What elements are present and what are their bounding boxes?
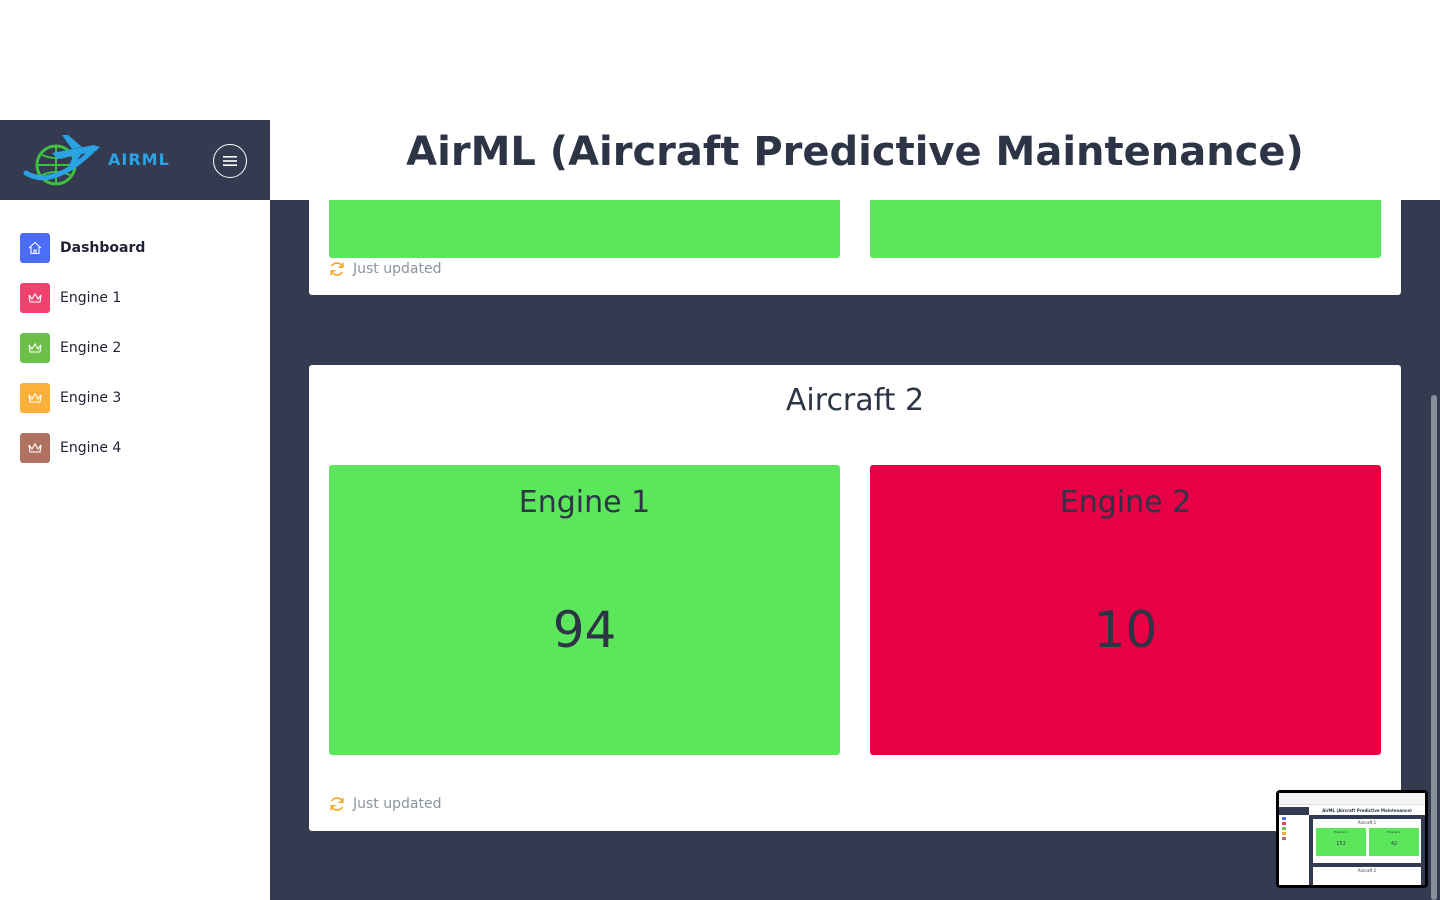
thumbnail-main: Aircraft 1 Engine 1 152 Engine 2 42 Airc… [1309,815,1425,885]
top-blank-band [0,0,1440,120]
page-thumbnail-preview[interactable]: AirML (Aircraft Predictive Maintenance) … [1276,790,1428,888]
aircraft-title: Aircraft 2 [785,383,925,418]
engine-1-tile[interactable]: Engine 1 94 [329,465,840,755]
update-status-text: Just updated [353,261,442,277]
sidebar-item-dashboard[interactable]: Dashboard [20,233,145,263]
engine-value: 10 [1093,601,1158,659]
airml-logo-icon [23,135,100,186]
engine-tile-partial[interactable] [329,200,840,258]
thumbnail-sidebar [1282,817,1288,845]
aircraft-card-partial: Just updated [309,200,1401,295]
sidebar-item-engine-4[interactable]: Engine 4 [20,433,121,463]
thumbnail-engine-tile: Engine 1 152 [1316,828,1366,856]
brand-bar: AIRML [0,120,270,200]
update-status-text: Just updated [353,796,442,812]
hamburger-icon [223,156,237,166]
sidebar-item-engine-3[interactable]: Engine 3 [20,383,121,413]
menu-toggle-button[interactable] [213,144,247,178]
crown-icon [20,333,50,363]
thumbnail-engine-value: 152 [1336,841,1346,847]
engine-name: Engine 2 [1059,485,1192,520]
engine-name: Engine 1 [518,485,651,520]
sidebar-item-label: Dashboard [60,240,146,256]
thumbnail-browser-bar [1279,793,1425,805]
update-status: Just updated [329,796,441,812]
sidebar-item-engine-1[interactable]: Engine 1 [20,283,121,313]
crown-icon [20,283,50,313]
refresh-icon [330,797,344,811]
thumbnail-engine-value: 42 [1390,841,1398,847]
sidebar: Dashboard Engine 1 Engine 2 Engine 3 Eng… [0,200,270,900]
sidebar-item-label: Engine 4 [60,440,122,456]
engine-tile-partial[interactable] [870,200,1381,258]
page-title: AirML (Aircraft Predictive Maintenance) [406,129,1304,175]
thumbnail-title: AirML (Aircraft Predictive Maintenance) [1322,808,1412,813]
scrollbar-thumb[interactable] [1431,395,1437,900]
engine-value: 94 [552,601,617,659]
sidebar-item-label: Engine 3 [60,390,122,406]
page-header: AirML (Aircraft Predictive Maintenance) [270,120,1440,200]
thumbnail-brand-bar [1279,807,1309,815]
refresh-icon [330,262,344,276]
thumbnail-card: Aircraft 1 Engine 1 152 Engine 2 42 [1313,819,1421,863]
thumbnail-engine-tile: Engine 2 42 [1369,828,1419,856]
home-icon [20,233,50,263]
crown-icon [20,433,50,463]
sidebar-item-label: Engine 2 [60,340,122,356]
crown-icon [20,383,50,413]
sidebar-item-label: Engine 1 [60,290,122,306]
aircraft-2-card: Aircraft 2 Engine 1 94 Engine 2 10 Just … [309,365,1401,831]
main-content[interactable]: Just updated Aircraft 2 Engine 1 94 Engi… [270,200,1428,900]
thumbnail-engine-name: Engine 2 [1387,830,1401,834]
sidebar-item-engine-2[interactable]: Engine 2 [20,333,121,363]
thumbnail-card-2: Aircraft 2 [1313,867,1421,885]
thumbnail-card-title: Aircraft 1 [1357,820,1377,825]
thumbnail-engine-name: Engine 1 [1334,830,1348,834]
brand-name: AIRML [108,150,170,169]
thumbnail-card-2-title: Aircraft 2 [1357,868,1377,873]
update-status: Just updated [329,261,441,277]
engine-2-tile[interactable]: Engine 2 10 [870,465,1381,755]
thumbnail-canvas: AirML (Aircraft Predictive Maintenance) … [1279,793,1425,885]
